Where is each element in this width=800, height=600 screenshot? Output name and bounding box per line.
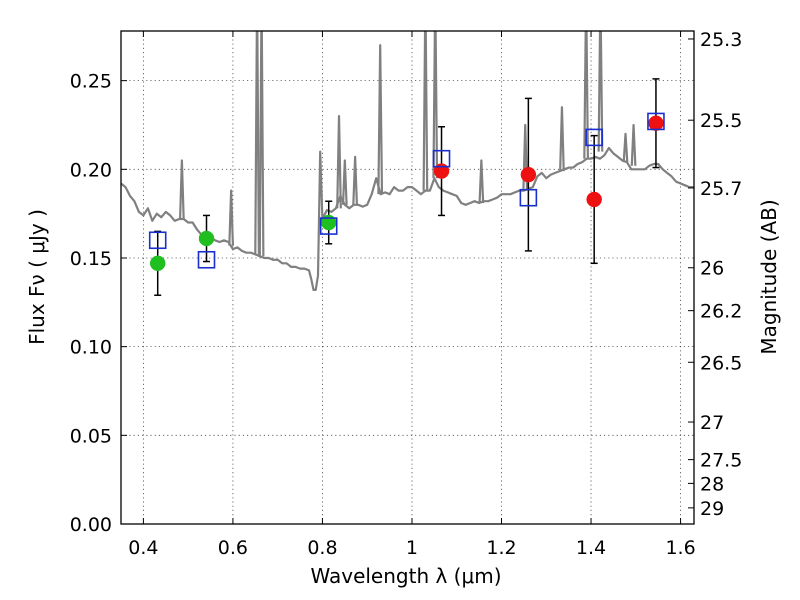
- y-axis-title-left: Flux Fν ( μJy ): [25, 209, 49, 345]
- right-tick-label: 28: [700, 473, 724, 495]
- y-tick-label: 0.00: [70, 514, 112, 536]
- plot-frame: [120, 30, 695, 525]
- emission-line-spike: [559, 106, 565, 172]
- emission-line-spike: [432, 31, 439, 179]
- model-photometry-square: [319, 217, 338, 235]
- data-point-circle: [149, 255, 166, 272]
- model-photometry-square: [585, 128, 603, 147]
- model-photometry-square: [432, 149, 451, 168]
- emission-line-spike: [478, 159, 485, 204]
- emission-line-spike: [254, 31, 260, 255]
- emission-line-spike: [178, 159, 185, 220]
- y-tick-label: 0.25: [70, 71, 112, 93]
- sed-line: [121, 146, 694, 291]
- data-points: [148, 78, 665, 296]
- emission-line-spike: [377, 44, 384, 195]
- y-axis-title-right: Magnitude (AB): [757, 199, 781, 354]
- x-tick-label: 1.4: [576, 537, 606, 559]
- x-tick-label: 0.8: [307, 537, 337, 559]
- x-tick-label: 1: [406, 537, 418, 559]
- emission-line-spike: [352, 155, 359, 205]
- x-tick-label: 0.6: [218, 537, 248, 559]
- model-photometry-square: [197, 250, 216, 269]
- emission-line-spike: [341, 159, 348, 205]
- model-photometry-square: [647, 112, 665, 131]
- right-tick-label: 26: [700, 258, 724, 280]
- data-point-circle: [648, 115, 664, 131]
- x-tick-label: 0.4: [128, 537, 158, 559]
- data-point-circle: [586, 191, 602, 208]
- emission-line-spike: [583, 31, 590, 159]
- right-tick-label: 25.3: [700, 29, 742, 51]
- emission-line-spike: [258, 31, 265, 257]
- x-tick-label: 1.2: [486, 537, 516, 559]
- axis-ticks: 0.4 0.6 0.8 1 1.2 1.4 1.6 0.00 0.05 0.10 0.15 0.20 0…: [70, 29, 743, 559]
- data-point-circle: [520, 166, 537, 183]
- right-tick-label: 25.5: [700, 110, 742, 132]
- emission-line-spike: [228, 189, 235, 246]
- x-tick-label: 1.6: [665, 537, 695, 559]
- y-tick-label: 0.05: [70, 425, 112, 447]
- emission-line-spike: [422, 31, 429, 191]
- right-tick-label: 27.5: [700, 450, 742, 472]
- x-axis-title: Wavelength λ (μm): [310, 564, 501, 588]
- model-photometry-square: [148, 231, 167, 250]
- right-tick-label: 26.2: [700, 301, 742, 323]
- y-tick-label: 0.10: [70, 337, 112, 359]
- emission-line-spike: [336, 115, 342, 209]
- right-tick-label: 27: [700, 412, 724, 434]
- y-tick-label: 0.20: [70, 159, 112, 181]
- data-point-circle: [433, 163, 450, 179]
- emission-line-spike: [597, 31, 604, 152]
- emission-line-spike: [630, 123, 637, 166]
- right-tick-label: 29: [700, 498, 724, 520]
- data-point-circle: [198, 230, 215, 247]
- emission-line-spike: [622, 132, 629, 163]
- model-photometry-square: [519, 188, 538, 207]
- right-tick-label: 25.7: [700, 178, 742, 200]
- right-tick-label: 26.5: [700, 352, 742, 374]
- y-tick-label: 0.15: [70, 248, 112, 270]
